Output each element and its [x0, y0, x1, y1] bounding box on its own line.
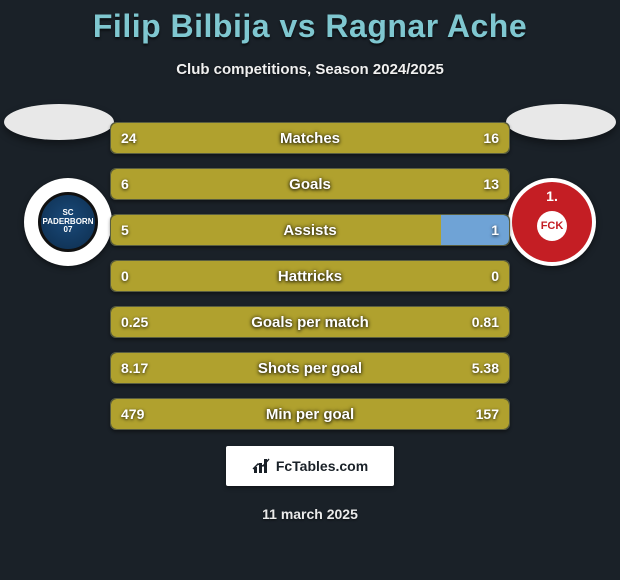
stat-bar-left [111, 307, 207, 337]
stat-bar-right [441, 215, 509, 245]
stat-row: Matches2416 [110, 122, 510, 154]
stat-bar-right [350, 123, 509, 153]
stat-bar-left [111, 261, 310, 291]
club-badge-right-one: 1. [546, 188, 558, 204]
club-badge-left-inner: SC PADERBORN 07 [38, 192, 98, 252]
stat-bar-right [310, 261, 509, 291]
stat-bar-left [111, 123, 350, 153]
stat-row: Goals613 [110, 168, 510, 200]
stat-bar-left [111, 169, 238, 199]
club-badge-right-letters: FCK [537, 211, 567, 241]
stat-row: Min per goal479157 [110, 398, 510, 430]
stat-row: Shots per goal8.175.38 [110, 352, 510, 384]
stat-row: Hattricks00 [110, 260, 510, 292]
player-silhouette-right [506, 104, 616, 140]
stat-bar-left [111, 353, 350, 383]
stat-bar-right [410, 399, 510, 429]
site-branding[interactable]: FcTables.com [226, 446, 394, 486]
page-subtitle: Club competitions, Season 2024/2025 [0, 61, 620, 78]
club-badge-left-line3: 07 [64, 226, 73, 235]
stat-bar-left [111, 215, 441, 245]
site-name: FcTables.com [276, 458, 368, 474]
stats-container: Matches2416 Goals613 Assists51 Hattricks00 G… [110, 122, 510, 430]
page-title: Filip Bilbija vs Ragnar Ache [0, 0, 620, 45]
stat-bar-right [207, 307, 509, 337]
snapshot-date: 11 march 2025 [0, 506, 620, 522]
chart-icon [252, 457, 272, 475]
stat-row: Assists51 [110, 214, 510, 246]
club-badge-right: 1. FCK [508, 178, 596, 266]
club-badge-right-inner: 1. FCK [512, 182, 592, 262]
stat-bar-right [350, 353, 509, 383]
player-silhouette-left [4, 104, 114, 140]
club-badge-left: SC PADERBORN 07 [24, 178, 112, 266]
stat-bar-left [111, 399, 410, 429]
stat-row: Goals per match0.250.81 [110, 306, 510, 338]
stat-bar-right [238, 169, 509, 199]
